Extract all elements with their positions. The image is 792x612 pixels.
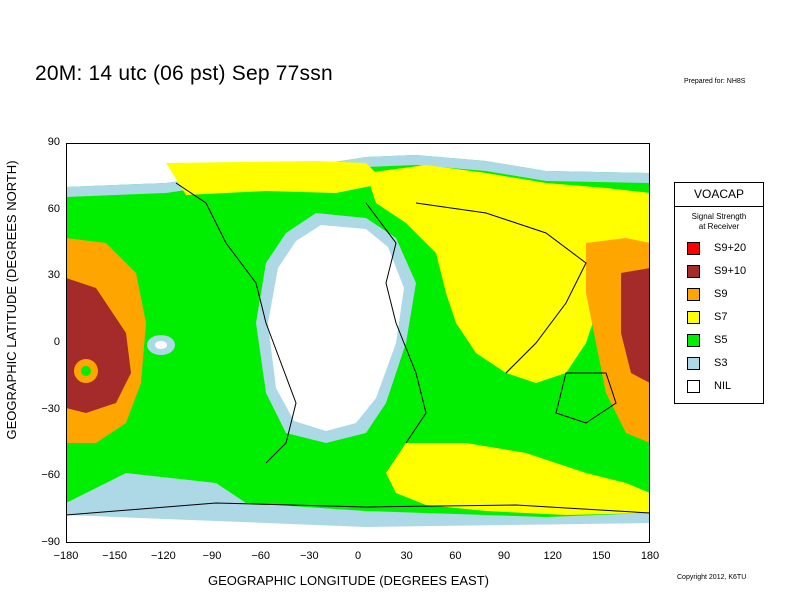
legend-swatch — [687, 357, 700, 370]
map-frame — [66, 143, 650, 543]
x-tick-label: −30 — [299, 550, 319, 562]
legend-swatch — [687, 334, 700, 347]
legend-title: VOACAP — [675, 183, 763, 207]
map-title: 20M: 14 utc (06 pst) Sep 77ssn — [35, 62, 333, 85]
legend-swatch — [687, 311, 700, 324]
x-tick-label: 120 — [543, 550, 562, 562]
s5-west-spot — [81, 366, 91, 376]
nil-pacific-spot — [155, 341, 167, 349]
legend-label: NIL — [714, 380, 732, 392]
legend-label: S5 — [714, 334, 728, 346]
legend-subtitle-line2: at Receiver — [698, 222, 740, 231]
legend: VOACAP Signal Strength at Receiver S9+20… — [674, 182, 764, 404]
y-tick-label: −90 — [41, 536, 60, 548]
s9plus10-east-region — [621, 268, 650, 383]
x-tick-label: −60 — [251, 550, 270, 562]
s3-north-rim — [66, 155, 650, 197]
prepared-for-note: Prepared for: NH8S — [684, 78, 746, 85]
s7-south-band — [386, 443, 650, 515]
x-tick-label: 150 — [592, 550, 611, 562]
legend-label: S7 — [714, 311, 728, 323]
legend-label: S9 — [714, 288, 728, 300]
legend-label: S9+10 — [714, 265, 747, 277]
legend-label: S3 — [714, 357, 728, 369]
x-tick-label: −90 — [202, 550, 222, 562]
s7-north-strip — [166, 161, 386, 195]
legend-subtitle: Signal Strength at Receiver — [675, 212, 763, 232]
x-tick-label: 0 — [354, 550, 362, 562]
x-axis-label: GEOGRAPHIC LONGITUDE (DEGREES EAST) — [208, 573, 489, 588]
legend-swatch — [687, 380, 700, 393]
y-tick-label: 60 — [47, 202, 60, 215]
y-tick-label: −60 — [41, 469, 60, 482]
y-tick-label: 90 — [47, 136, 60, 148]
coastline-antarctica — [66, 502, 650, 516]
legend-subtitle-line1: Signal Strength — [691, 212, 747, 221]
legend-swatch — [687, 288, 700, 301]
nil-south-polar — [66, 515, 650, 543]
coverage-map — [66, 143, 650, 543]
x-tick-label: 180 — [640, 550, 660, 562]
coastline-asia — [415, 202, 587, 374]
y-tick-label: 0 — [53, 336, 60, 348]
nil-central-core — [268, 225, 404, 431]
x-tick-label: 90 — [497, 550, 511, 562]
x-tick-label: 60 — [449, 550, 462, 562]
copyright-note: Copyright 2012, K6TU — [677, 574, 747, 581]
x-tick-label: −120 — [150, 550, 176, 562]
x-tick-label: −180 — [53, 550, 79, 562]
coastline-australia — [555, 372, 617, 424]
y-tick-label: −30 — [41, 402, 60, 415]
coastline-europe-africa — [365, 202, 427, 444]
legend-swatch — [687, 242, 700, 255]
coastline-americas — [175, 182, 297, 464]
x-tick-label: 30 — [400, 550, 413, 562]
y-tick-label: 30 — [47, 269, 60, 282]
s7-north-band — [366, 165, 650, 383]
legend-label: S9+20 — [714, 242, 747, 254]
legend-swatch — [687, 265, 700, 278]
x-tick-label: −150 — [102, 550, 128, 562]
y-axis-label: GEOGRAPHIC LATITUDE (DEGREES NORTH) — [4, 160, 19, 440]
